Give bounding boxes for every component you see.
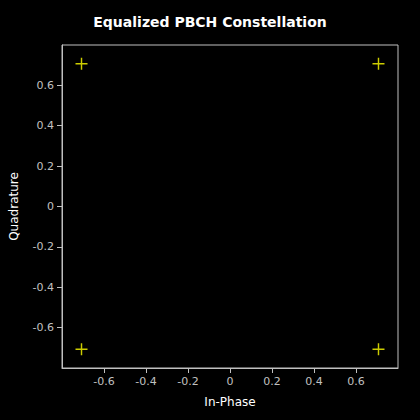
svg-text:-0.4: -0.4 [33,281,54,294]
svg-text:0.2: 0.2 [263,375,281,388]
svg-text:0.6: 0.6 [37,79,55,92]
svg-text:In-Phase: In-Phase [204,395,255,409]
svg-text:-0.2: -0.2 [177,375,198,388]
svg-text:0.6: 0.6 [347,375,365,388]
svg-text:0: 0 [47,200,54,213]
svg-text:-0.6: -0.6 [93,375,114,388]
svg-text:0: 0 [227,375,234,388]
svg-text:Equalized PBCH Constellation: Equalized PBCH Constellation [93,14,326,30]
svg-text:-0.4: -0.4 [135,375,156,388]
svg-text:-0.6: -0.6 [33,321,54,334]
svg-text:0.4: 0.4 [305,375,323,388]
svg-text:0.2: 0.2 [37,160,55,173]
svg-text:-0.2: -0.2 [33,240,54,253]
svg-text:Quadrature: Quadrature [7,172,21,241]
svg-text:0.4: 0.4 [37,119,55,132]
